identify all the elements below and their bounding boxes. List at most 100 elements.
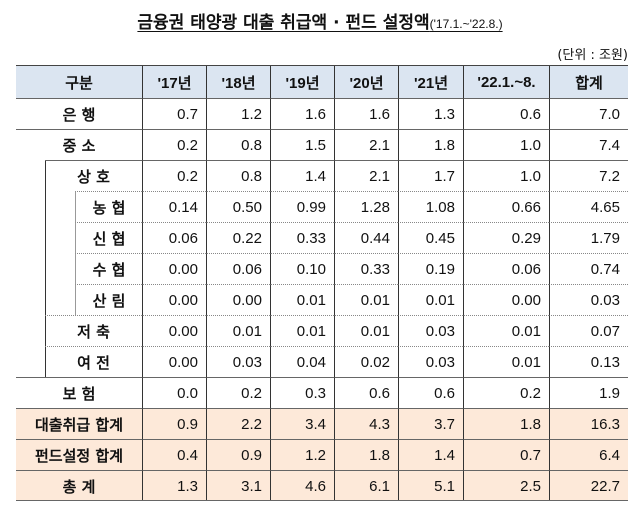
value-cell: 1.7	[398, 160, 463, 191]
value-cell: 3.4	[270, 408, 334, 439]
value-cell: 0.06	[206, 253, 270, 284]
value-cell: 0.2	[463, 377, 549, 408]
table-row: 산 림 0.00 0.00 0.01 0.01 0.01 0.00 0.03	[16, 284, 628, 315]
row-label-cell: 저 축	[16, 315, 142, 346]
row-label-cell: 신 협	[16, 222, 142, 253]
value-cell: 0.04	[270, 346, 334, 377]
row-label-cell: 여 전	[16, 346, 142, 377]
table-row: 저 축 0.00 0.01 0.01 0.01 0.03 0.01 0.07	[16, 315, 628, 346]
value-cell: 0.2	[142, 129, 206, 160]
value-cell: 0.22	[206, 222, 270, 253]
value-cell: 1.9	[549, 377, 628, 408]
value-cell: 1.08	[398, 191, 463, 222]
group-border	[45, 222, 46, 253]
value-cell: 0.07	[549, 315, 628, 346]
value-cell: 1.0	[463, 129, 549, 160]
value-cell: 0.9	[206, 439, 270, 470]
value-cell: 1.4	[270, 160, 334, 191]
value-cell: 0.01	[463, 315, 549, 346]
value-cell: 0.9	[142, 408, 206, 439]
value-cell: 0.44	[334, 222, 398, 253]
table-row: 농 협 0.14 0.50 0.99 1.28 1.08 0.66 4.65	[16, 191, 628, 222]
row-label-cell: 중 소	[16, 129, 142, 160]
value-cell: 1.2	[270, 439, 334, 470]
value-cell: 0.8	[206, 160, 270, 191]
value-cell: 0.13	[549, 346, 628, 377]
value-cell: 1.2	[206, 98, 270, 129]
table-row: 은 행 0.7 1.2 1.6 1.6 1.3 0.6 7.0	[16, 98, 628, 129]
header-row: 구분 '17년 '18년 '19년 '20년 '21년 '22.1.~8. 합계	[16, 65, 628, 98]
row-label: 대출취급 합계	[16, 408, 142, 439]
value-cell: 1.3	[142, 470, 206, 501]
row-label-cell: 펀드설정 합계	[16, 439, 142, 470]
group-border	[45, 315, 46, 346]
value-cell: 0.33	[270, 222, 334, 253]
value-cell: 0.66	[463, 191, 549, 222]
table-row: 보 험 0.0 0.2 0.3 0.6 0.6 0.2 1.9	[16, 377, 628, 408]
group-border	[45, 160, 46, 191]
value-cell: 0.2	[206, 377, 270, 408]
value-cell: 0.03	[398, 315, 463, 346]
table-row: 상 호 0.2 0.8 1.4 2.1 1.7 1.0 7.2	[16, 160, 628, 191]
group-border	[45, 284, 46, 315]
row-label-cell: 상 호	[16, 160, 142, 191]
row-label-cell: 농 협	[16, 191, 142, 222]
row-label: 수 협	[75, 253, 142, 284]
row-label: 저 축	[45, 315, 142, 346]
value-cell: 0.6	[463, 98, 549, 129]
row-label: 신 협	[75, 222, 142, 253]
table-row: 대출취급 합계 0.9 2.2 3.4 4.3 3.7 1.8 16.3	[16, 408, 628, 439]
value-cell: 0.00	[142, 315, 206, 346]
row-label-cell: 대출취급 합계	[16, 408, 142, 439]
table-row: 총 계 1.3 3.1 4.6 6.1 5.1 2.5 22.7	[16, 470, 628, 501]
group-border	[45, 346, 46, 377]
table-row: 수 협 0.00 0.06 0.10 0.33 0.19 0.06 0.74	[16, 253, 628, 284]
value-cell: 0.7	[142, 98, 206, 129]
data-table: 구분 '17년 '18년 '19년 '20년 '21년 '22.1.~8. 합계 은 행 0.7…	[16, 65, 628, 501]
value-cell: 1.3	[398, 98, 463, 129]
value-cell: 0.03	[549, 284, 628, 315]
value-cell: 0.2	[142, 160, 206, 191]
value-cell: 0.33	[334, 253, 398, 284]
value-cell: 0.01	[334, 315, 398, 346]
value-cell: 0.45	[398, 222, 463, 253]
table-bottom-border	[16, 500, 628, 501]
value-cell: 0.03	[398, 346, 463, 377]
value-cell: 0.10	[270, 253, 334, 284]
row-label: 산 림	[75, 284, 142, 315]
value-cell: 7.0	[549, 98, 628, 129]
row-label: 총 계	[16, 470, 142, 501]
value-cell: 0.03	[206, 346, 270, 377]
value-cell: 16.3	[549, 408, 628, 439]
value-cell: 0.01	[398, 284, 463, 315]
header-cell: '22.1.~8.	[463, 66, 549, 98]
row-label: 펀드설정 합계	[16, 439, 142, 470]
header-cell: 합계	[549, 66, 628, 98]
value-cell: 0.50	[206, 191, 270, 222]
value-cell: 7.2	[549, 160, 628, 191]
value-cell: 1.6	[334, 98, 398, 129]
value-cell: 0.6	[398, 377, 463, 408]
value-cell: 0.19	[398, 253, 463, 284]
row-label: 중 소	[16, 129, 142, 160]
value-cell: 0.06	[463, 253, 549, 284]
row-label-cell: 보 험	[16, 377, 142, 408]
value-cell: 0.00	[142, 346, 206, 377]
value-cell: 0.0	[142, 377, 206, 408]
value-cell: 1.79	[549, 222, 628, 253]
value-cell: 0.01	[463, 346, 549, 377]
table-row: 중 소 0.2 0.8 1.5 2.1 1.8 1.0 7.4	[16, 129, 628, 160]
row-label-cell: 은 행	[16, 98, 142, 129]
value-cell: 1.8	[463, 408, 549, 439]
header-cell: '17년	[142, 66, 206, 98]
value-cell: 22.7	[549, 470, 628, 501]
value-cell: 1.4	[398, 439, 463, 470]
group-border	[45, 191, 46, 222]
header-cell: '21년	[398, 66, 463, 98]
value-cell: 1.6	[270, 98, 334, 129]
table-title: 금융권 태양광 대출 취급액 · 펀드 설정액('17.1.~'22.8.)	[0, 8, 640, 33]
value-cell: 0.01	[206, 315, 270, 346]
value-cell: 0.01	[270, 315, 334, 346]
value-cell: 0.00	[206, 284, 270, 315]
value-cell: 4.6	[270, 470, 334, 501]
